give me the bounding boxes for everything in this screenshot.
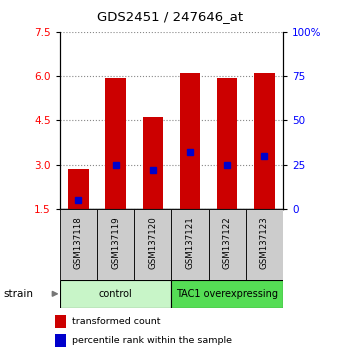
Bar bbox=[55, 334, 66, 347]
Bar bbox=[68, 169, 89, 209]
Bar bbox=[60, 209, 97, 280]
Bar bbox=[60, 280, 172, 308]
Text: TAC1 overexpressing: TAC1 overexpressing bbox=[176, 289, 278, 299]
Text: GSM137120: GSM137120 bbox=[148, 216, 157, 269]
Bar bbox=[171, 209, 209, 280]
Text: GSM137123: GSM137123 bbox=[260, 216, 269, 269]
Bar bbox=[171, 280, 283, 308]
Bar bbox=[97, 209, 134, 280]
Bar bbox=[143, 117, 163, 209]
Bar bbox=[217, 79, 237, 209]
Bar bbox=[246, 209, 283, 280]
Text: GSM137122: GSM137122 bbox=[223, 216, 232, 269]
Text: strain: strain bbox=[3, 289, 33, 299]
Text: GSM137118: GSM137118 bbox=[74, 216, 83, 269]
Text: GDS2451 / 247646_at: GDS2451 / 247646_at bbox=[98, 10, 243, 23]
Text: transformed count: transformed count bbox=[72, 317, 160, 326]
Bar bbox=[209, 209, 246, 280]
Bar bbox=[105, 79, 126, 209]
Text: control: control bbox=[99, 289, 132, 299]
Bar bbox=[134, 209, 171, 280]
Bar bbox=[254, 73, 275, 209]
Text: percentile rank within the sample: percentile rank within the sample bbox=[72, 336, 232, 345]
Text: GSM137121: GSM137121 bbox=[186, 216, 194, 269]
Text: GSM137119: GSM137119 bbox=[111, 217, 120, 269]
Bar bbox=[180, 73, 200, 209]
Bar bbox=[55, 315, 66, 328]
